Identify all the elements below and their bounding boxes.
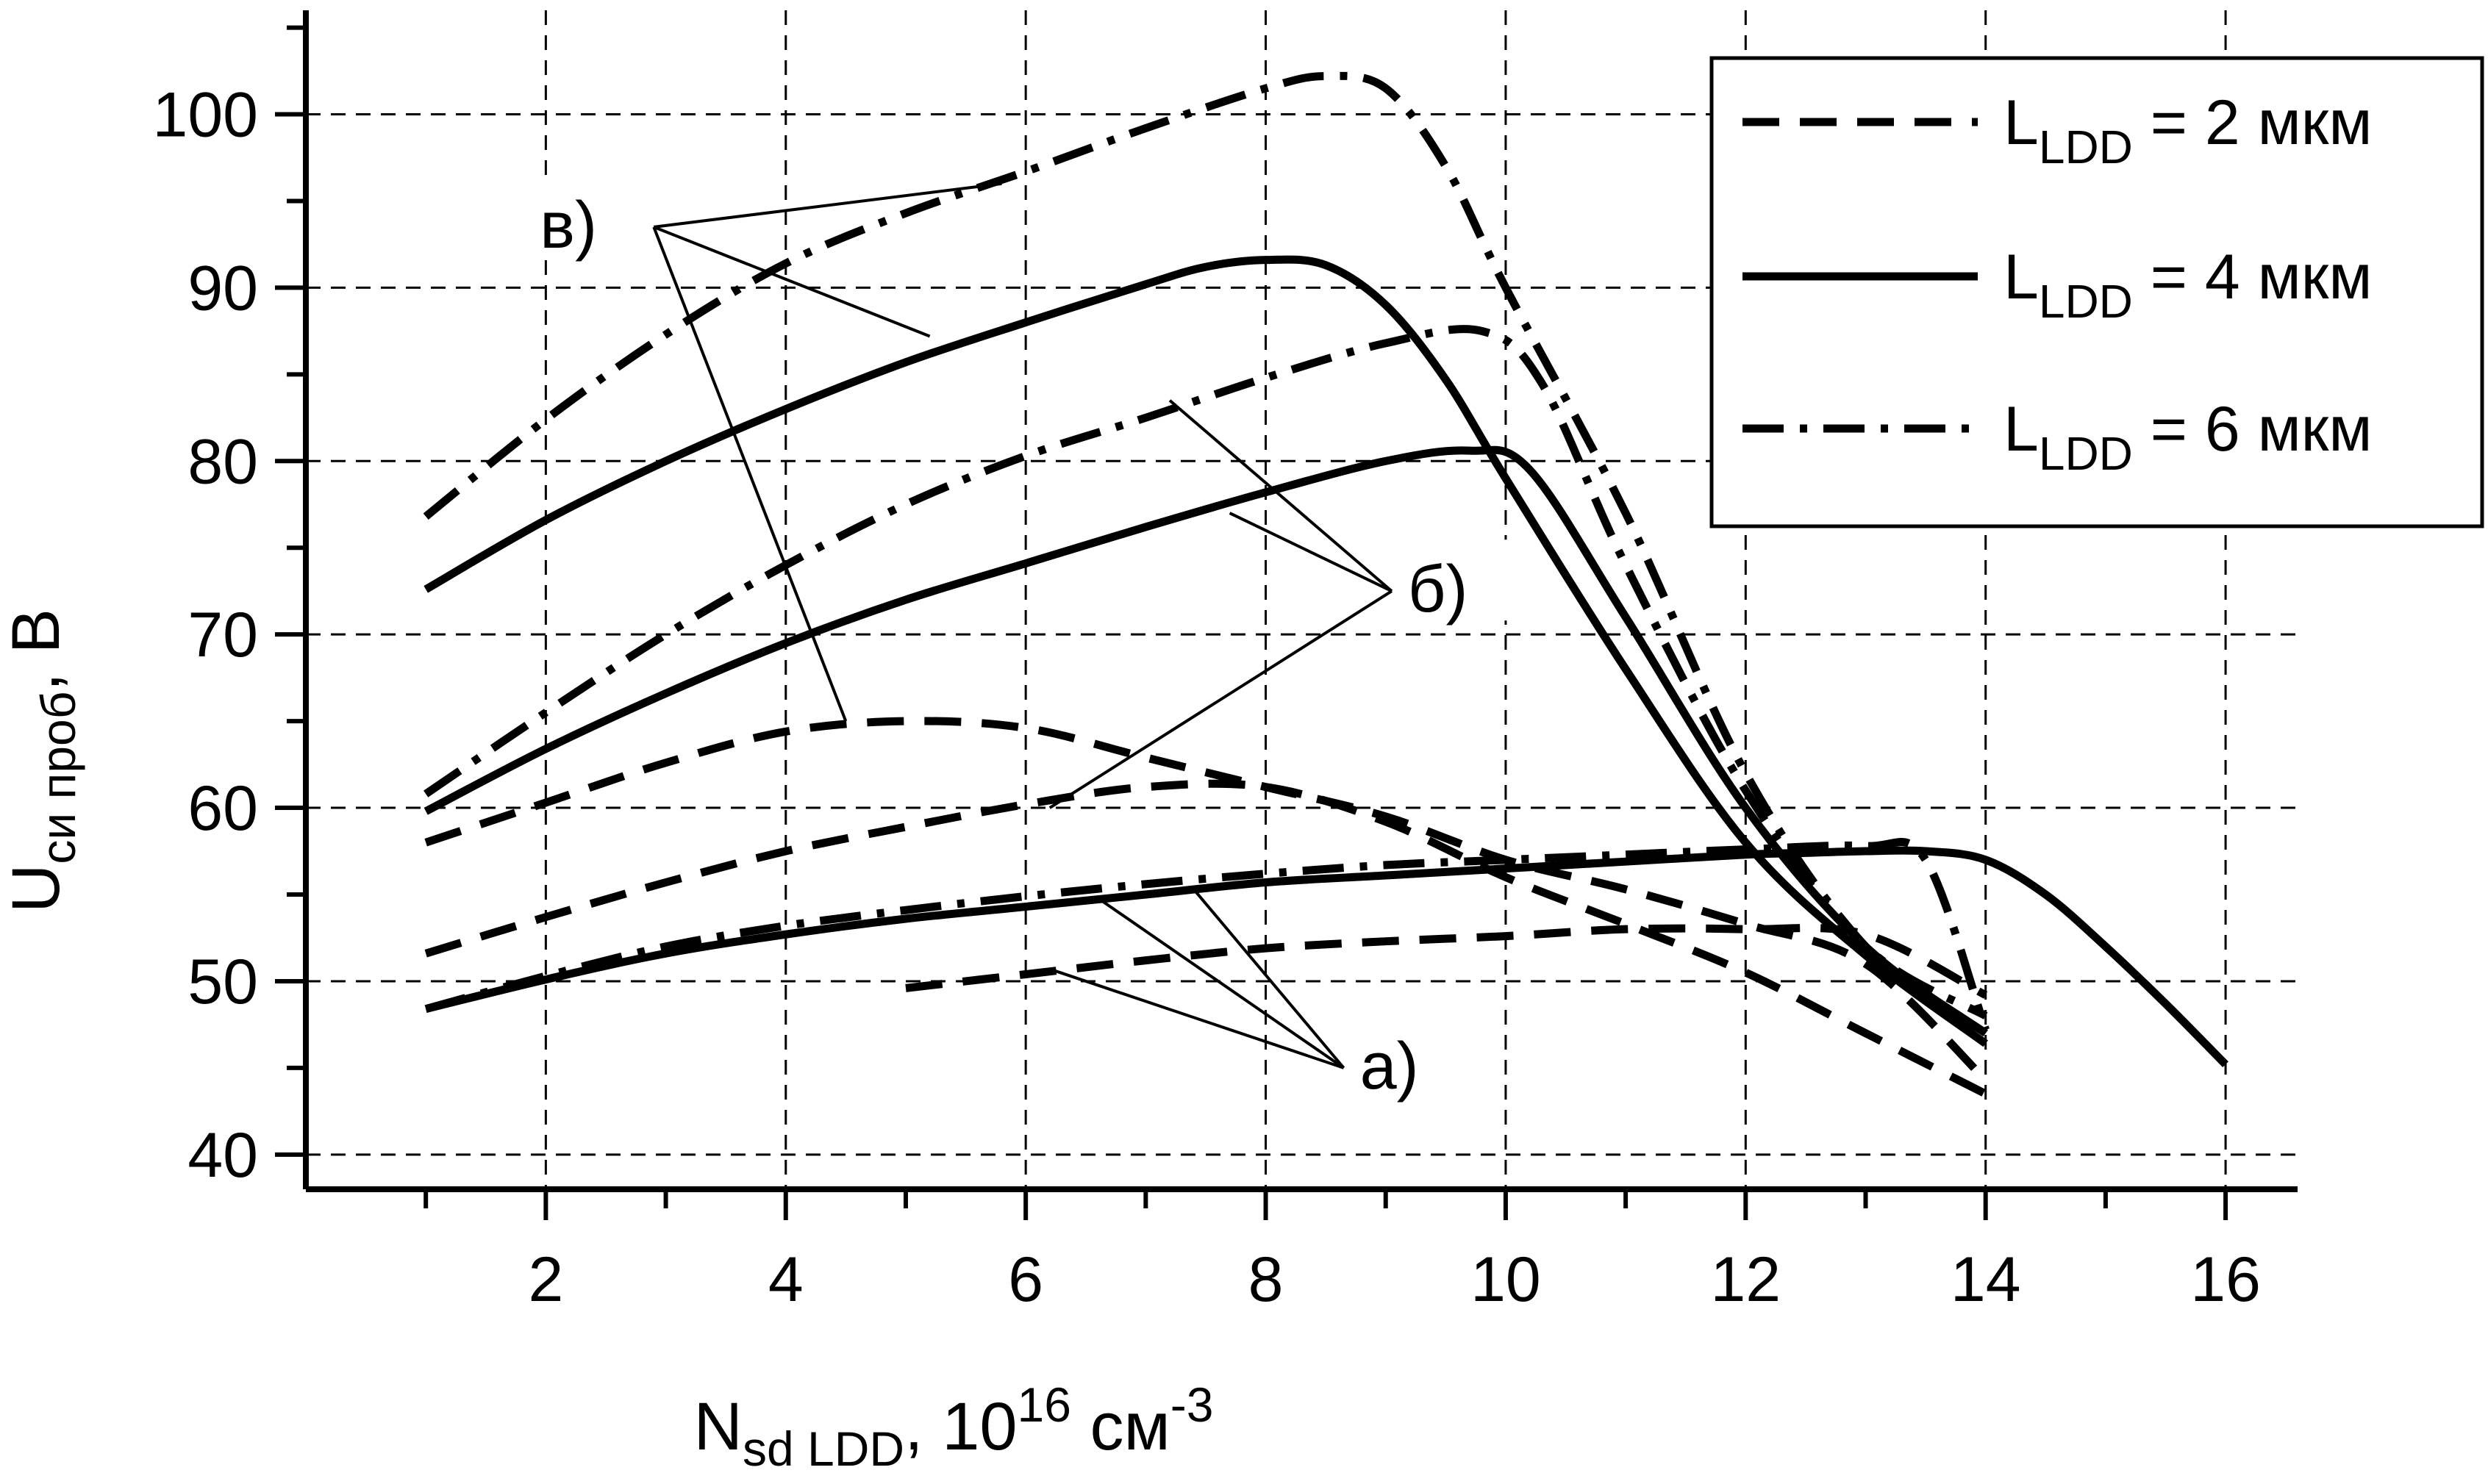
y-axis-title: Uси проб, В <box>0 609 85 913</box>
series-line-dashed <box>905 924 1988 999</box>
series-line-dashed <box>424 779 1988 1098</box>
annotation-pointer <box>1049 967 1345 1069</box>
legend-label-2um: LLDD = 2 мкм <box>2003 87 2372 173</box>
series-line-solid <box>424 846 2228 1068</box>
x-axis-title-exponent: 16 <box>1018 1377 1071 1432</box>
y-axis-title-unit: , В <box>0 609 74 691</box>
annotation-label-bg <box>1349 1016 1460 1097</box>
x-tick-label: 2 <box>528 1244 563 1315</box>
y-tick-label: 100 <box>153 80 259 151</box>
legend: LLDD = 2 мкм LLDD = 4 мкм LLDD = 6 мкм <box>1709 56 2484 528</box>
legend-label-6um: LLDD = 6 мкм <box>2003 394 2372 480</box>
ticks: 2 4 6 8 10 12 14 16 40 50 60 70 80 90 100 <box>153 25 2261 1315</box>
y-axis-title-subscript: си проб <box>31 691 85 864</box>
x-tick-label: 16 <box>2190 1244 2261 1315</box>
x-tick-label: 4 <box>768 1244 804 1315</box>
x-axis-title-subscript: sd LDD <box>743 1422 904 1476</box>
series-line-dash-dot <box>423 71 1988 1037</box>
annotation-pointer <box>1229 512 1393 593</box>
series-line-solid <box>423 445 1988 1037</box>
x-axis-title-main: N <box>694 1389 743 1464</box>
legend-label-4um: LLDD = 4 мкм <box>2003 242 2372 328</box>
y-axis-title-main: U <box>0 864 74 913</box>
annotation-pointer <box>1168 399 1393 592</box>
y-tick-label: 60 <box>187 773 258 844</box>
y-tick-label: 90 <box>187 253 258 323</box>
annotation-label: в) <box>540 189 597 262</box>
x-axis-title: Nsd LDD, 1016 см-3 <box>694 1377 1214 1476</box>
x-axis-title-unit2: см <box>1071 1389 1170 1464</box>
annotation-pointer <box>654 182 1002 229</box>
x-tick-label: 14 <box>1951 1244 2021 1315</box>
x-axis-title-exponent2: -3 <box>1170 1377 1214 1432</box>
annotation-pointer <box>653 225 931 338</box>
annotation-label-bg <box>1397 540 1508 621</box>
annotation-pointer <box>1193 888 1345 1069</box>
y-tick-label: 80 <box>187 426 258 497</box>
annotation-label-bg <box>532 175 643 257</box>
x-tick-label: 8 <box>1248 1244 1284 1315</box>
annotation-pointer <box>652 226 848 722</box>
x-tick-label: 12 <box>1710 1244 1781 1315</box>
legend-box <box>1709 56 2484 528</box>
annotation-pointer <box>1048 589 1393 809</box>
y-tick-label: 50 <box>187 947 258 1017</box>
annotation-pointer <box>1096 897 1345 1069</box>
x-tick-label: 10 <box>1470 1244 1541 1315</box>
axes <box>303 10 2298 1192</box>
annotation-label: б) <box>1408 553 1468 626</box>
x-axis-title-unit: , 10 <box>904 1389 1017 1464</box>
series-line-dash-dot <box>423 325 1988 1019</box>
series-line-dash-dot <box>424 838 1990 1031</box>
y-tick-label: 40 <box>187 1120 258 1191</box>
x-tick-label: 6 <box>1008 1244 1043 1315</box>
series-line-dashed <box>424 717 1989 1083</box>
annotations: в) б) а) <box>532 175 1508 1103</box>
annotation-label: а) <box>1360 1030 1419 1103</box>
y-tick-label: 70 <box>187 600 258 670</box>
series-lines <box>423 71 2228 1098</box>
